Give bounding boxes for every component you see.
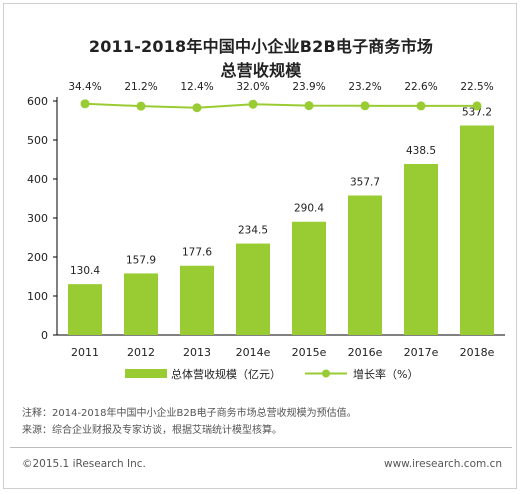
growth-rate-point bbox=[304, 101, 314, 111]
x-tick-label: 2018e bbox=[460, 346, 495, 359]
y-tick-label: 600 bbox=[27, 95, 48, 108]
y-tick-label: 200 bbox=[27, 251, 48, 264]
x-tick-label: 2017e bbox=[404, 346, 439, 359]
x-tick-label: 2012 bbox=[127, 346, 155, 359]
bar-value-label: 438.5 bbox=[406, 145, 436, 157]
website-link[interactable]: www.iresearch.com.cn bbox=[383, 458, 502, 470]
bar bbox=[180, 265, 214, 335]
bar bbox=[124, 273, 158, 335]
bar-value-label: 157.9 bbox=[126, 254, 156, 266]
growth-rate-label: 34.4% bbox=[68, 81, 101, 93]
chart-subtitle: 总营收规模 bbox=[220, 61, 302, 80]
y-tick-label: 400 bbox=[27, 173, 48, 186]
bar-value-label: 130.4 bbox=[70, 265, 100, 277]
growth-rate-label: 22.5% bbox=[460, 81, 493, 93]
bar-value-label: 290.4 bbox=[294, 203, 324, 215]
copyright-text: ©2015.1 iResearch Inc. bbox=[22, 458, 146, 470]
x-tick-label: 2015e bbox=[292, 346, 327, 359]
bar-value-label: 234.5 bbox=[238, 225, 268, 237]
note-line: 注释：2014-2018年中国中小企业B2B电子商务市场总营收规模为预估值。 bbox=[22, 408, 357, 419]
growth-rate-point bbox=[80, 99, 90, 109]
growth-rate-line bbox=[84, 102, 478, 109]
legend-bar-swatch bbox=[125, 369, 167, 378]
chart-title: 2011-2018年中国中小企业B2B电子商务市场 bbox=[88, 37, 434, 56]
growth-rate-point bbox=[416, 101, 426, 111]
notes: 注释：2014-2018年中国中小企业B2B电子商务市场总营收规模为预估值。 来… bbox=[22, 405, 357, 439]
source-line: 来源：综合企业财报及专家访谈，根据艾瑞统计模型核算。 bbox=[22, 425, 282, 436]
x-tick-label: 2011 bbox=[71, 346, 99, 359]
growth-rate-label: 23.9% bbox=[292, 81, 325, 93]
legend-bar-label: 总体营收规模（亿元） bbox=[171, 367, 281, 381]
bar bbox=[292, 221, 326, 335]
bar bbox=[404, 163, 438, 335]
legend-line-marker bbox=[322, 369, 330, 378]
growth-rate-point bbox=[192, 103, 202, 113]
y-tick-label: 100 bbox=[27, 290, 48, 303]
growth-rate-label: 22.6% bbox=[404, 81, 437, 93]
bar bbox=[460, 125, 494, 335]
y-tick-label: 500 bbox=[27, 134, 48, 147]
bar bbox=[236, 243, 270, 335]
growth-rate-point bbox=[472, 101, 482, 111]
bar-value-label: 537.2 bbox=[462, 106, 492, 118]
growth-rate-label: 21.2% bbox=[124, 81, 157, 93]
y-tick-label: 300 bbox=[27, 212, 48, 225]
growth-rate-label: 32.0% bbox=[236, 81, 269, 93]
x-tick-label: 2014e bbox=[236, 346, 271, 359]
y-tick-label: 0 bbox=[41, 329, 48, 342]
footer-divider bbox=[10, 447, 512, 448]
growth-rate-point bbox=[248, 99, 258, 109]
bar-value-label: 357.7 bbox=[350, 176, 380, 188]
bar bbox=[68, 284, 102, 335]
bar bbox=[348, 195, 382, 335]
x-tick-label: 2016e bbox=[348, 346, 383, 359]
growth-rate-point bbox=[360, 101, 370, 111]
growth-rate-point bbox=[136, 101, 146, 111]
x-tick-label: 2013 bbox=[183, 346, 211, 359]
growth-rate-label: 23.2% bbox=[348, 81, 381, 93]
growth-rate-label: 12.4% bbox=[180, 81, 213, 93]
bar-value-label: 177.6 bbox=[182, 247, 212, 259]
legend-line-label: 增长率（%） bbox=[353, 367, 418, 381]
